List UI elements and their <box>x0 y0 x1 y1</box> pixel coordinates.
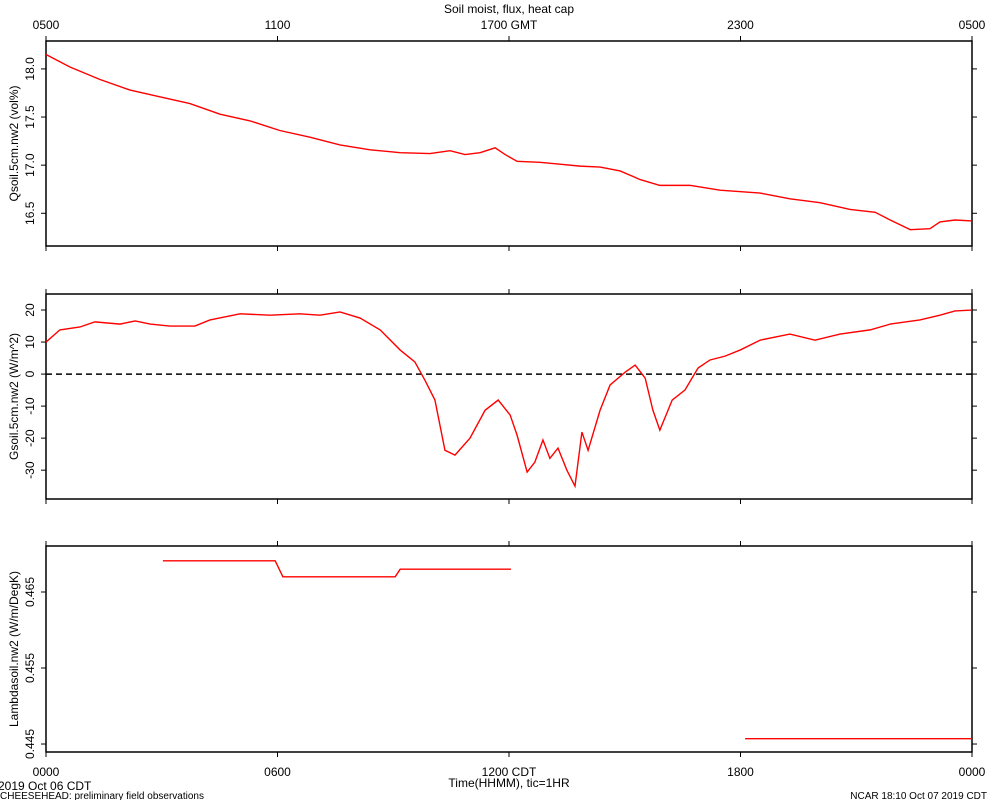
y-axis-label: Qsoil.5cm.nw2 (vol%) <box>7 85 21 201</box>
x2-tick-label: 1100 <box>265 18 291 32</box>
y-tick-label: -30 <box>23 461 37 479</box>
y-axis-label: Lambdasoil.nw2 (W/m/DegK) <box>7 571 21 727</box>
y-tick-label: -10 <box>23 397 37 415</box>
y-tick-label: 0.465 <box>23 577 37 607</box>
y-tick-label: 0.445 <box>23 729 37 759</box>
footer-right: NCAR 18:10 Oct 07 2019 CDT <box>850 791 987 800</box>
data-line <box>45 309 973 489</box>
x-axis-label: Time(HHMM), tic=1HR <box>448 776 570 790</box>
y-axis-label: Gsoil.5cm.nw2 (W/m^2) <box>7 333 21 460</box>
x-tick-label: 0000 <box>33 765 60 779</box>
y-tick-label: 0.455 <box>23 653 37 683</box>
x2-tick-label: 2300 <box>727 18 754 32</box>
data-line <box>45 53 973 231</box>
x2-tick-label: 1700 GMT <box>481 18 538 32</box>
x2-tick-label: 0500 <box>33 18 60 32</box>
date-label: 2019 Oct 06 CDT <box>0 779 92 793</box>
y-tick-label: 16.5 <box>23 201 37 225</box>
x-tick-label: 0000 <box>959 765 986 779</box>
x2-tick-label: 0500 <box>959 18 986 32</box>
footer-left: CHEESEHEAD: preliminary field observatio… <box>0 791 204 800</box>
x-tick-label: 1200 CDT <box>482 765 537 779</box>
y-tick-label: -20 <box>23 429 37 447</box>
plot-frame <box>45 545 973 753</box>
y-tick-label: 10 <box>23 335 37 349</box>
plot-frame <box>45 293 973 500</box>
chart-title: Soil moist, flux, heat cap <box>444 2 574 16</box>
y-tick-label: 20 <box>23 303 37 317</box>
x-tick-label: 1800 <box>727 765 754 779</box>
y-tick-label: 18.0 <box>23 57 37 81</box>
y-tick-label: 0 <box>23 370 37 377</box>
y-tick-label: 17.0 <box>23 153 37 177</box>
x-tick-label: 0600 <box>264 765 291 779</box>
y-tick-label: 17.5 <box>23 105 37 129</box>
plot-frame <box>45 40 973 247</box>
data-line <box>162 560 972 740</box>
